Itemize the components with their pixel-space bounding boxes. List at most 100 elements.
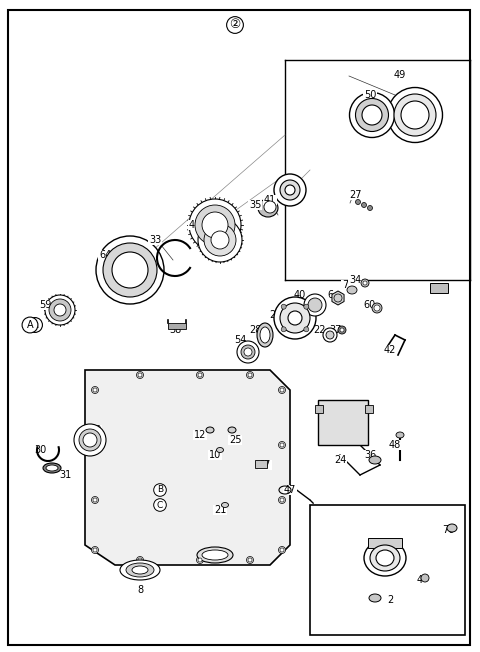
Text: 40: 40 [294, 290, 306, 300]
Bar [368, 538, 402, 548]
Bar [310, 505, 465, 635]
Ellipse shape [93, 443, 97, 447]
Ellipse shape [278, 441, 286, 449]
Text: 33: 33 [149, 235, 161, 245]
Ellipse shape [326, 331, 334, 339]
Text: 20: 20 [269, 310, 281, 320]
Ellipse shape [93, 548, 97, 552]
Ellipse shape [280, 443, 284, 447]
Text: A: A [32, 320, 38, 330]
Ellipse shape [74, 424, 106, 456]
Ellipse shape [363, 281, 367, 285]
Bar [255, 460, 267, 468]
Ellipse shape [49, 299, 71, 321]
Ellipse shape [196, 557, 204, 563]
Text: 41: 41 [264, 195, 276, 205]
Ellipse shape [281, 327, 286, 332]
Ellipse shape [83, 433, 97, 447]
Ellipse shape [202, 212, 228, 238]
Ellipse shape [280, 388, 284, 392]
Ellipse shape [288, 311, 302, 325]
Ellipse shape [374, 305, 380, 311]
Ellipse shape [340, 328, 344, 332]
Ellipse shape [396, 432, 404, 438]
Ellipse shape [369, 456, 381, 464]
Ellipse shape [376, 550, 394, 566]
Text: 49: 49 [394, 70, 406, 80]
Ellipse shape [248, 373, 252, 377]
Ellipse shape [323, 328, 337, 342]
Ellipse shape [198, 558, 202, 562]
Text: 42: 42 [384, 345, 396, 355]
Ellipse shape [136, 557, 144, 563]
Ellipse shape [274, 174, 306, 206]
Text: 28: 28 [249, 325, 261, 335]
Ellipse shape [96, 236, 164, 304]
Ellipse shape [197, 547, 233, 563]
Ellipse shape [260, 327, 270, 343]
Ellipse shape [211, 231, 229, 249]
Text: 70: 70 [442, 525, 454, 535]
Text: 22: 22 [314, 325, 326, 335]
Text: 21: 21 [214, 505, 226, 515]
Text: B: B [157, 486, 163, 494]
Ellipse shape [361, 279, 369, 287]
Text: 56: 56 [434, 285, 446, 295]
Ellipse shape [338, 326, 346, 334]
Ellipse shape [280, 498, 284, 502]
Ellipse shape [349, 93, 395, 138]
Ellipse shape [92, 546, 98, 554]
Text: 52: 52 [199, 210, 211, 220]
Ellipse shape [120, 560, 160, 580]
Ellipse shape [369, 594, 381, 602]
Ellipse shape [92, 387, 98, 394]
Ellipse shape [198, 373, 202, 377]
Ellipse shape [244, 348, 252, 356]
Bar [365, 405, 373, 413]
Text: 4: 4 [417, 575, 423, 585]
Text: 65: 65 [324, 425, 336, 435]
Ellipse shape [368, 205, 372, 211]
Text: 30: 30 [34, 445, 46, 455]
Text: 6: 6 [327, 290, 333, 300]
Text: 60: 60 [364, 300, 376, 310]
Text: 37: 37 [329, 325, 341, 335]
Text: 2: 2 [387, 595, 393, 605]
Ellipse shape [280, 180, 300, 200]
Ellipse shape [280, 548, 284, 552]
Ellipse shape [196, 372, 204, 379]
Text: 50: 50 [364, 90, 376, 100]
Ellipse shape [304, 294, 326, 316]
Ellipse shape [278, 546, 286, 554]
Ellipse shape [237, 341, 259, 363]
Ellipse shape [198, 218, 242, 262]
Ellipse shape [228, 427, 236, 433]
Ellipse shape [304, 327, 309, 332]
Text: 7: 7 [342, 280, 348, 290]
Ellipse shape [138, 373, 142, 377]
Bar [315, 405, 323, 413]
Ellipse shape [394, 94, 436, 136]
Ellipse shape [189, 199, 241, 251]
Ellipse shape [138, 558, 142, 562]
Ellipse shape [103, 243, 157, 297]
Ellipse shape [421, 574, 429, 582]
Text: C: C [157, 501, 163, 509]
Text: 64: 64 [99, 250, 111, 260]
Text: 31: 31 [59, 470, 71, 480]
Polygon shape [332, 291, 344, 305]
Ellipse shape [347, 286, 357, 294]
Ellipse shape [304, 304, 309, 309]
Text: 24: 24 [334, 455, 346, 465]
Ellipse shape [204, 224, 236, 256]
Ellipse shape [361, 203, 367, 207]
Ellipse shape [280, 303, 310, 333]
Text: ②: ② [229, 18, 240, 31]
Ellipse shape [257, 323, 273, 347]
Ellipse shape [247, 557, 253, 563]
Ellipse shape [202, 550, 228, 560]
Text: 47: 47 [284, 485, 296, 495]
Text: 27: 27 [349, 190, 361, 200]
Ellipse shape [447, 524, 457, 532]
Text: 36: 36 [364, 450, 376, 460]
